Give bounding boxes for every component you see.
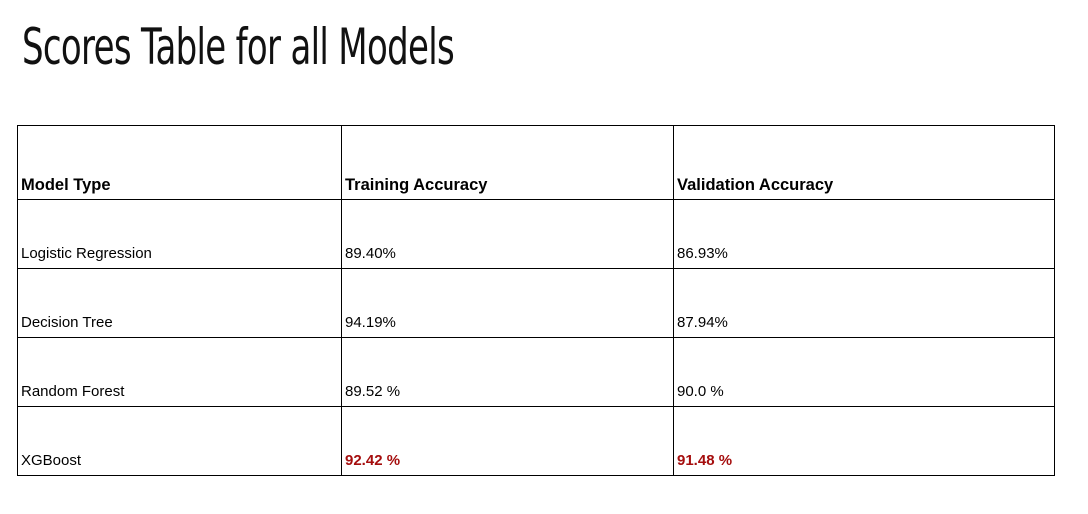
model-type-cell: Logistic Regression: [17, 199, 342, 269]
training-accuracy-cell-highlighted: 92.42 %: [341, 406, 674, 476]
column-header-training-accuracy: Training Accuracy: [341, 125, 674, 200]
table-row: XGBoost 92.42 % 91.48 %: [17, 406, 1055, 476]
page-title: Scores Table for all Models: [22, 18, 455, 76]
validation-accuracy-cell: 86.93%: [673, 199, 1055, 269]
training-accuracy-cell: 94.19%: [341, 268, 674, 338]
model-type-cell: Random Forest: [17, 337, 342, 407]
table-row: Random Forest 89.52 % 90.0 %: [17, 337, 1055, 407]
validation-accuracy-cell: 90.0 %: [673, 337, 1055, 407]
table-row: Decision Tree 94.19% 87.94%: [17, 268, 1055, 338]
validation-accuracy-cell-highlighted: 91.48 %: [673, 406, 1055, 476]
training-accuracy-cell: 89.40%: [341, 199, 674, 269]
training-accuracy-cell: 89.52 %: [341, 337, 674, 407]
model-type-cell: XGBoost: [17, 406, 342, 476]
scores-table: Model Type Training Accuracy Validation …: [17, 125, 1055, 476]
table-row: Logistic Regression 89.40% 86.93%: [17, 199, 1055, 269]
model-type-cell: Decision Tree: [17, 268, 342, 338]
table-header-row: Model Type Training Accuracy Validation …: [17, 125, 1055, 200]
validation-accuracy-cell: 87.94%: [673, 268, 1055, 338]
column-header-validation-accuracy: Validation Accuracy: [673, 125, 1055, 200]
column-header-model-type: Model Type: [17, 125, 342, 200]
